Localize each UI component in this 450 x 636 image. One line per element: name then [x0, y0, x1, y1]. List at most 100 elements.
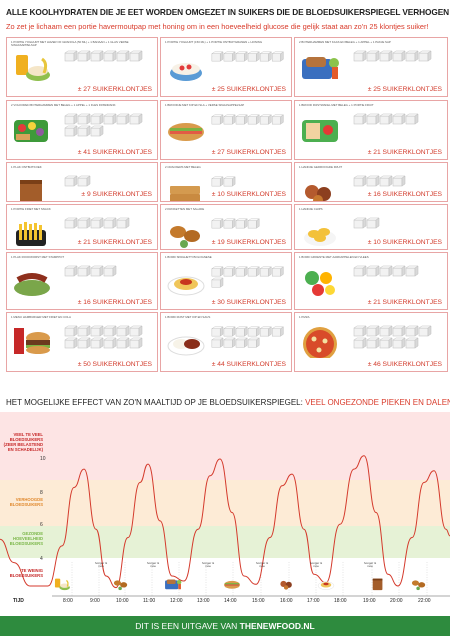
sugar-cube-icon — [366, 337, 380, 349]
sugar-cube-icon — [77, 325, 91, 337]
sugar-cube-icon — [405, 337, 419, 349]
sugar-cube-icon — [235, 266, 248, 277]
sugar-cube-icon — [223, 266, 236, 277]
sugar-cube-icon — [247, 326, 260, 337]
meal-card: 1 BORD RIJST MET KIP EN SAUS ± 44 SUIKERK… — [160, 312, 292, 372]
sugar-cube-icon — [247, 266, 260, 277]
sugar-cube-icon — [223, 218, 236, 229]
sugar-cube-icon — [211, 337, 224, 348]
meal-photo-icon — [302, 120, 338, 142]
sugar-cube-icon — [223, 114, 236, 125]
meal-card: 1 PORTIE YOGHURT MET HAVER OF GRANOLA (5… — [6, 37, 158, 97]
sugar-cube-icon — [379, 175, 393, 187]
sugar-cube-icon — [211, 266, 224, 277]
sugar-cube-count: ± 21 SUIKERKLONTJES — [367, 149, 442, 156]
sugar-cubes-group — [211, 176, 236, 187]
meal-card: 2 VOLKOREN BOTERHAMMEN MET BELEG + 1 APP… — [6, 100, 158, 160]
sugar-cube-count: ± 25 SUIKERKLONTJES — [211, 86, 286, 93]
sugar-cube-icon — [271, 51, 285, 62]
sugar-cubes-group — [211, 51, 285, 62]
meal-photo-icon — [16, 55, 50, 81]
sugar-cube-count: ± 10 SUIKERKLONTJES — [367, 239, 442, 246]
meal-card: 1 BORD GROENTE MET AARDAPPELEN EN VLEES ±… — [294, 252, 448, 310]
sugar-cube-icon — [366, 265, 380, 277]
meal-card: 2 BOTERHAMMEN MET KAAS EN BELEG + 1 APPE… — [294, 37, 448, 97]
meal-photo-icon — [302, 57, 339, 79]
sugar-cube-icon — [259, 266, 273, 277]
meal-description: 1 BROODJE MET KIP EN SLA + VERSE SINAASA… — [165, 103, 245, 107]
graph-meal-icon — [224, 580, 240, 589]
meal-photo-icon — [167, 336, 205, 356]
zone-label-high: VERHOOGDE BLOEDSUIKERS — [9, 497, 43, 507]
sugar-cube-icon — [366, 325, 380, 337]
meal-card: 1 PORTIE FRIET MET SNACK ± 21 SUIKERKLONT… — [6, 204, 158, 250]
meal-photo-icon — [14, 273, 50, 296]
sugar-cube-icon — [90, 125, 104, 137]
sugar-cube-icon — [392, 50, 406, 62]
sugar-cube-icon — [129, 113, 143, 125]
sugar-cube-icon — [379, 265, 393, 277]
meal-photo-icon — [170, 63, 202, 81]
sugar-cube-icon — [353, 217, 367, 229]
sugar-cube-icon — [64, 175, 78, 187]
sugar-cube-icon — [211, 51, 224, 62]
sugar-cube-icon — [392, 337, 406, 349]
zone-healthy — [0, 526, 450, 558]
sugar-cube-icon — [247, 51, 260, 62]
sugar-cube-icon — [353, 337, 367, 349]
meal-description: 1 PORTIE YOGHURT MET HAVER OF GRANOLA (5… — [11, 40, 129, 48]
zone-label-healthy: GEZONDE HOEVEELHEID BLOEDSUIKERS — [9, 531, 43, 546]
sugar-cube-icon — [116, 50, 130, 62]
x-tick-label: 13:00 — [197, 598, 210, 604]
sugar-cube-icon — [77, 175, 91, 187]
footer-site-link[interactable]: THENEWFOOD.NL — [239, 621, 315, 631]
x-tick-label: 10:00 — [116, 598, 129, 604]
sugar-cubes-group — [353, 113, 419, 125]
sugar-cube-icon — [116, 325, 130, 337]
sugar-cube-icon — [64, 113, 78, 125]
graph-meal-icon — [280, 580, 292, 590]
sugar-cube-icon — [64, 217, 78, 229]
meal-card: 1 HANDJE GEDROOGDE FRUIT ± 16 SUIKERKLONT… — [294, 162, 448, 202]
sugar-cube-count: ± 27 SUIKERKLONTJES — [211, 149, 286, 156]
meal-description: 1 PORTIE FRIET MET SNACK — [11, 207, 51, 211]
sugar-cube-icon — [77, 217, 91, 229]
sugar-cube-icon — [379, 50, 393, 62]
y-tick-6: 6 — [40, 522, 43, 528]
sugar-cube-icon — [366, 113, 380, 125]
sugar-cube-icon — [129, 337, 143, 349]
sugar-cube-count: ± 50 SUIKERKLONTJES — [77, 361, 152, 368]
meal-description: 1 PLAK ROOKWORST MET STAMPPOT — [11, 255, 65, 259]
sugar-cube-count: ± 25 SUIKERKLONTJES — [367, 86, 442, 93]
meal-card: 2 CRACKERS MET BELEG ± 10 SUIKERKLONTJES — [160, 162, 292, 202]
sugar-cube-count: ± 46 SUIKERKLONTJES — [367, 361, 442, 368]
poster-title: ALLE KOOLHYDRATEN DIE JE EET WORDEN OMGE… — [6, 7, 450, 17]
sugar-cube-icon — [353, 265, 367, 277]
sugar-cube-icon — [211, 277, 224, 288]
sugar-cube-icon — [116, 113, 130, 125]
meal-card: 1 PLAK ROOKWORST MET STAMPPOT ± 16 SUIKER… — [6, 252, 158, 310]
x-tick-label: 8:00 — [63, 598, 73, 604]
sugar-cube-icon — [64, 50, 78, 62]
hunger-tired-label: honger & moe — [94, 561, 108, 569]
sugar-cube-icon — [103, 217, 117, 229]
hunger-tired-label: honger & moe — [146, 561, 160, 569]
graph-title-prefix: HET MOGELIJKE EFFECT VAN ZO'N MAALTIJD O… — [6, 398, 306, 407]
meal-description: 2 CRACKERS MET BELEG — [165, 165, 201, 169]
sugar-cube-icon — [247, 114, 260, 125]
sugar-cube-icon — [235, 218, 248, 229]
sugar-cube-icon — [235, 51, 248, 62]
sugar-cubes-group — [353, 50, 432, 62]
sugar-cube-icon — [353, 50, 367, 62]
sugar-cube-icon — [271, 326, 285, 337]
sugar-cube-icon — [223, 51, 236, 62]
sugar-cube-icon — [103, 265, 117, 277]
meal-description: 2 VOLKOREN BOTERHAMMEN MET BELEG + 1 APP… — [11, 103, 116, 107]
meal-description: 1 HANDJE CHIPS — [299, 207, 323, 211]
sugar-cubes-group — [211, 266, 285, 288]
sugar-cube-icon — [379, 113, 393, 125]
meal-description: 1 BORD GROENTE MET AARDAPPELEN EN VLEES — [299, 255, 369, 259]
sugar-cube-icon — [379, 337, 393, 349]
sugar-cube-icon — [116, 337, 130, 349]
sugar-cube-icon — [90, 265, 104, 277]
